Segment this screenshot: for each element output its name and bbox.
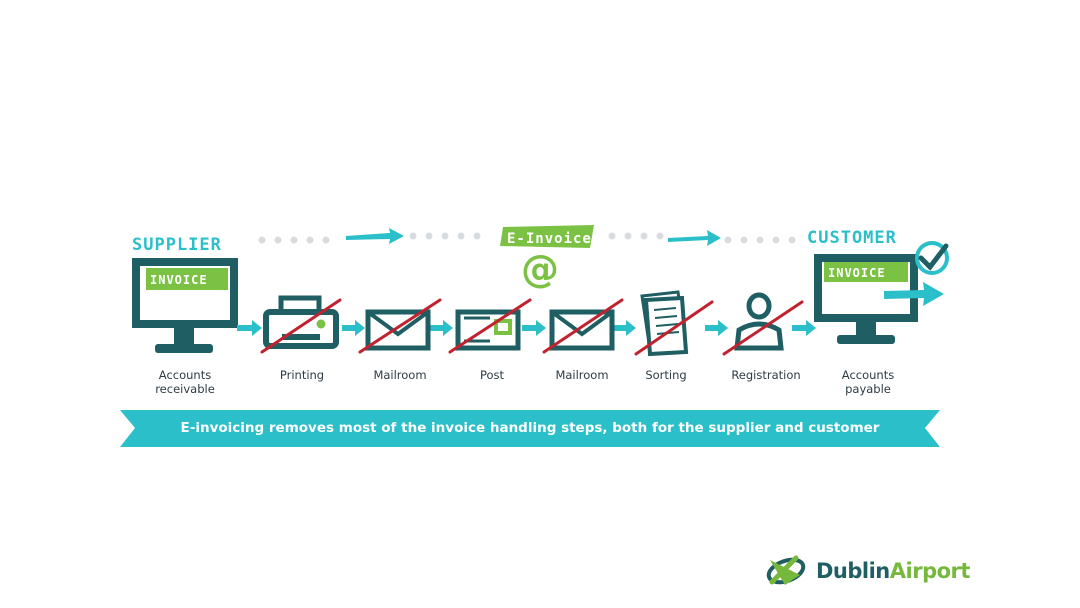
cross-out-marks xyxy=(260,298,804,356)
cross-out-icon xyxy=(358,298,442,354)
step-arrow-icon xyxy=(613,320,636,336)
caption-line: payable xyxy=(845,382,891,396)
checkmark-icon xyxy=(915,241,949,275)
caption-mailroom: Mailroom xyxy=(373,368,427,382)
einvoice-tag: E-Invoice xyxy=(500,225,594,248)
step-arrows xyxy=(237,320,816,336)
supplier-invoice-label: INVOICE xyxy=(150,273,208,287)
caption-line: receivable xyxy=(155,382,215,396)
person-icon xyxy=(734,292,784,351)
customer-invoice-label: INVOICE xyxy=(828,266,886,280)
supplier-label: SUPPLIER xyxy=(132,235,222,255)
caption-post: Post xyxy=(479,368,505,382)
banner-ribbon xyxy=(120,410,940,447)
customer-label: CUSTOMER xyxy=(807,228,897,248)
at-symbol-icon: @ xyxy=(521,247,559,291)
dotted-path xyxy=(258,232,796,244)
dublin-airport-logo: DublinAirport xyxy=(766,553,996,593)
einvoice-label: E-Invoice xyxy=(507,231,592,247)
caption-accounts-receivable: Accounts receivable xyxy=(130,368,240,396)
cross-out-icon xyxy=(634,300,714,356)
top-arrow-left-icon xyxy=(346,228,404,244)
cross-out-icon xyxy=(448,298,532,354)
logo-text-airport: Airport xyxy=(889,559,971,583)
supplier-monitor-icon: INVOICE xyxy=(132,258,238,353)
step-arrow-icon xyxy=(522,320,546,336)
output-arrow-icon xyxy=(884,282,944,306)
step-arrow-icon xyxy=(237,320,262,336)
step-arrow-icon xyxy=(705,320,728,336)
banner-text: E-invoicing removes most of the invoice … xyxy=(180,420,880,436)
dublin-airport-logo-icon xyxy=(766,555,806,585)
caption-line: Accounts xyxy=(158,368,212,382)
caption-accounts-payable: Accounts payable xyxy=(813,368,923,396)
postcard-icon xyxy=(455,309,521,351)
caption-sorting: Sorting xyxy=(645,368,687,382)
step-arrow-icon xyxy=(342,320,365,336)
cross-out-icon xyxy=(542,298,624,354)
step-arrow-icon xyxy=(430,320,453,336)
customer-monitor-icon: INVOICE xyxy=(814,254,918,344)
top-arrow-right-icon xyxy=(668,230,721,246)
printer-icon xyxy=(263,295,339,349)
step-arrow-icon xyxy=(792,320,816,336)
caption-line: Accounts xyxy=(841,368,895,382)
logo-text: DublinAirport xyxy=(816,559,970,583)
envelope-icon xyxy=(549,309,615,351)
logo-text-dublin: Dublin xyxy=(816,559,890,583)
cross-out-icon xyxy=(260,298,342,354)
cross-out-icon xyxy=(722,300,804,356)
caption-registration: Registration xyxy=(731,368,801,382)
caption-printing: Printing xyxy=(279,368,325,382)
caption-mailroom: Mailroom xyxy=(555,368,609,382)
